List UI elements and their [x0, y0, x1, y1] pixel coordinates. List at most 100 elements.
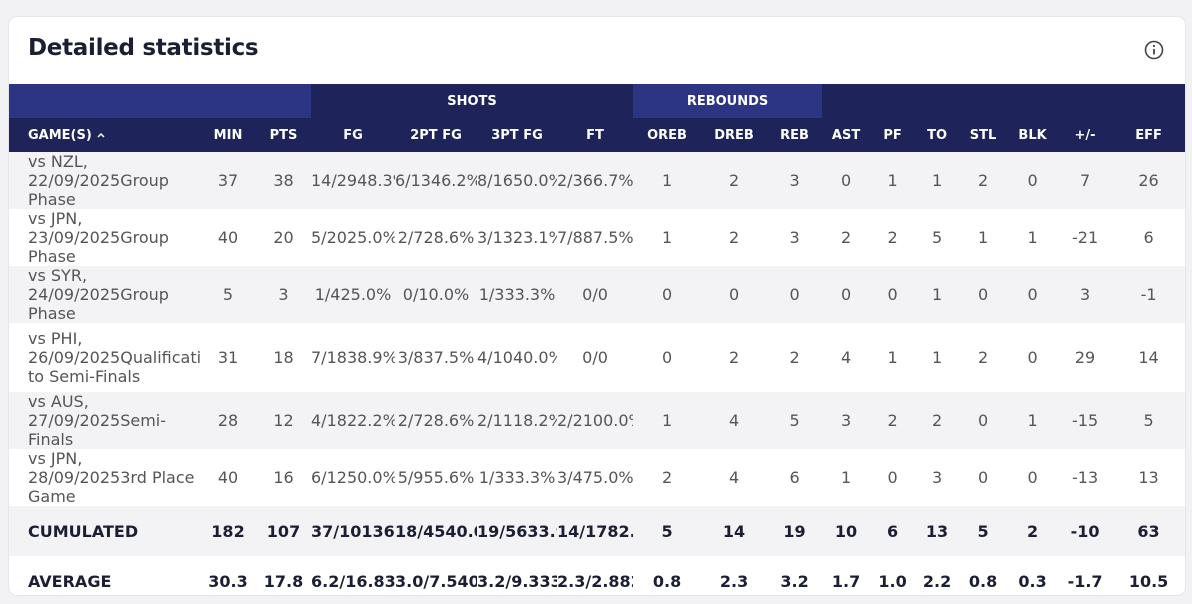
- shots-pct: 100.0%: [582, 411, 633, 430]
- stat-cell: 2: [840, 228, 852, 247]
- shots-pct: 40.0%: [512, 348, 557, 367]
- shots-pct: 38.9%: [346, 348, 395, 367]
- stat-cell: 0: [767, 266, 823, 323]
- stat-cell: 0/0: [557, 323, 633, 392]
- stat-cell: 19: [767, 506, 823, 556]
- stat-cell: 0: [870, 266, 916, 323]
- stat-cell: 4/1822.2%: [311, 392, 395, 449]
- shots-made: 2/7: [397, 228, 424, 247]
- stat-cell: 2: [887, 228, 898, 247]
- stat-cell: 31: [217, 348, 239, 367]
- column-header: EFF: [1112, 118, 1185, 152]
- game-cell: vs JPN, 28/09/20253rd Place Game: [9, 449, 200, 506]
- game-row: vs PHI, 26/09/2025Qualification to Semi-…: [9, 323, 1185, 392]
- shots-made: 0/0: [582, 285, 608, 304]
- column-header-label: REB: [780, 127, 809, 143]
- column-header-label: GAME(S): [28, 127, 92, 143]
- stat-cell: 2: [728, 228, 740, 247]
- game-row: vs JPN, 23/09/2025Group Phase 40 20 5/2025.…: [9, 209, 1185, 266]
- shots-pct: 82.4%: [619, 571, 634, 591]
- game-link[interactable]: vs NZL, 22/09/2025: [28, 152, 121, 190]
- shots-pct: 28.6%: [423, 228, 475, 247]
- game-row: vs JPN, 28/09/20253rd Place Game 40 16 6/12…: [9, 449, 1185, 506]
- stat-cell: 6/1346.2%: [395, 152, 477, 209]
- stat-cell: 29: [1074, 348, 1096, 367]
- column-header-label: PTS: [269, 127, 298, 143]
- game-link[interactable]: vs SYR, 24/09/2025: [28, 266, 121, 304]
- shots-made: 4/18: [311, 411, 347, 430]
- shots-made: 0/1: [402, 285, 429, 304]
- game-link[interactable]: vs JPN, 28/09/2025: [28, 449, 121, 487]
- stat-cell: 14: [701, 506, 768, 556]
- shots-made: 2/2: [557, 411, 583, 430]
- stat-cell: -15: [1058, 392, 1113, 449]
- stat-cell: 2: [728, 348, 740, 367]
- stat-cell: 0.3: [1018, 571, 1047, 591]
- column-header-label: BLK: [1018, 127, 1047, 143]
- column-header-label: AST: [831, 127, 861, 143]
- stat-cell: -10: [1058, 506, 1113, 556]
- stat-cell: -1.7: [1067, 571, 1103, 591]
- sort-icon[interactable]: [96, 131, 106, 139]
- stat-cell: 0: [822, 266, 871, 323]
- shots-made: 6/13: [395, 171, 431, 190]
- column-header-label: PF: [883, 127, 902, 143]
- info-icon[interactable]: [1144, 40, 1164, 60]
- shots-pct: 48.3%: [357, 171, 395, 190]
- group-header-row: SHOTS REBOUNDS: [9, 84, 1185, 118]
- game-link[interactable]: vs AUS, 27/09/2025: [28, 392, 121, 430]
- stat-cell: 14: [1138, 348, 1159, 367]
- group-blank: [822, 84, 1185, 118]
- stat-cell: 4: [840, 348, 852, 367]
- column-header-label: 2PT FG: [410, 127, 462, 143]
- shots-pct: 40.0%: [445, 521, 477, 541]
- game-phase: 3rd Place Game: [28, 468, 195, 506]
- column-header: FT: [557, 118, 634, 152]
- stat-cell: 2: [915, 392, 960, 449]
- stats-table: SHOTS REBOUNDS GAME(S) MIN PTS FG 2PT FG 3PT …: [9, 84, 1185, 595]
- stat-cell: 0: [977, 468, 989, 487]
- stat-cell: 5: [1112, 392, 1185, 449]
- stat-cell: 6: [1143, 228, 1154, 247]
- stat-cell: 2.2: [922, 571, 952, 591]
- shots-made: 3.0/7.5: [395, 571, 458, 591]
- stat-cell: 1.0: [878, 571, 907, 591]
- game-link[interactable]: vs JPN, 23/09/2025: [28, 209, 121, 247]
- column-header-label: +/-: [1074, 127, 1096, 143]
- column-header-label: DREB: [714, 127, 754, 143]
- stat-cell: 4: [728, 468, 740, 487]
- stat-cell: 1: [887, 348, 898, 367]
- stat-cell: 13: [915, 506, 960, 556]
- shots-pct: 33.3%: [504, 285, 556, 304]
- stat-cell: 6: [870, 506, 916, 556]
- game-link[interactable]: vs PHI, 26/09/2025: [28, 329, 121, 367]
- shots-pct: 22.2%: [346, 411, 395, 430]
- shots-made: 8/16: [477, 171, 513, 190]
- game-row: vs AUS, 27/09/2025Semi-Finals 28 12 4/1822.…: [9, 392, 1185, 449]
- stat-cell: 2/1118.2%: [477, 392, 557, 449]
- stat-cell: 2: [701, 152, 768, 209]
- stat-cell: 5: [633, 506, 702, 556]
- game-phase: Semi-Finals: [28, 411, 167, 449]
- stat-cell: 2: [789, 348, 800, 367]
- stat-cell: 38: [256, 152, 311, 209]
- column-header-label: EFF: [1135, 127, 1162, 143]
- shots-made: 6.2/16.8: [311, 571, 385, 591]
- stat-cell: 5: [767, 392, 823, 449]
- stat-cell: 3: [256, 266, 311, 323]
- stat-cell: 3/837.5%: [395, 323, 477, 392]
- stat-cell: 16: [273, 468, 294, 487]
- stat-cell: 2: [977, 348, 989, 367]
- stat-cell: 7/887.5%: [557, 209, 633, 266]
- column-header: FG: [311, 118, 395, 152]
- stat-cell: 107: [256, 506, 311, 556]
- stat-cell: 3: [1058, 266, 1113, 323]
- stat-cell: 0: [959, 266, 1008, 323]
- stat-cell: 0: [633, 266, 702, 323]
- shots-pct: 66.7%: [582, 171, 634, 190]
- column-header[interactable]: GAME(S): [9, 118, 200, 152]
- game-phase: Group Phase: [28, 285, 169, 323]
- game-row: vs SYR, 24/09/2025Group Phase 5 3 1/425.0% 0…: [9, 266, 1185, 323]
- stat-cell: 2.3: [719, 571, 749, 591]
- stat-cell: 0/0: [557, 266, 634, 323]
